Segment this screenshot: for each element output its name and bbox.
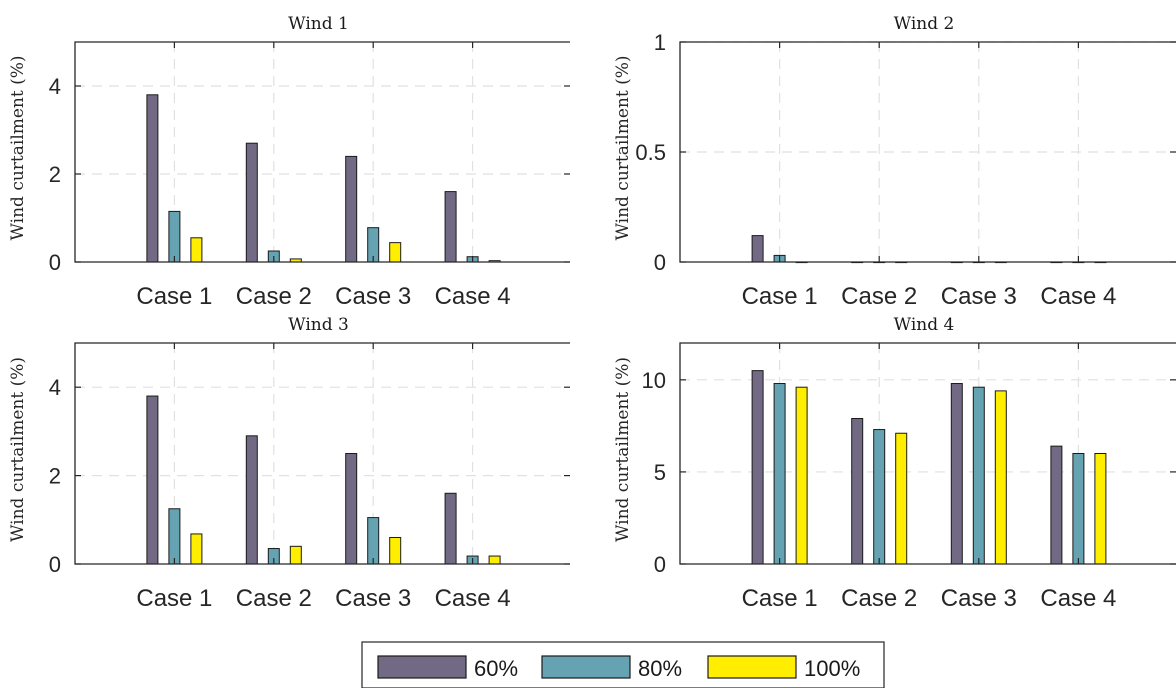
x-tick-label: Case 2 <box>236 585 312 612</box>
y-tick-label: 0.5 <box>635 140 666 165</box>
x-tick-label: Case 1 <box>742 585 818 612</box>
x-tick-label: Case 4 <box>1040 585 1116 612</box>
bar-case-4-s2 <box>1072 453 1085 565</box>
bar-case-1-s2 <box>168 210 181 263</box>
panel-title: Wind 3 <box>288 315 349 335</box>
x-tick-label: Case 2 <box>841 585 917 612</box>
legend-label: 60% <box>474 656 518 681</box>
y-tick-label: 2 <box>49 464 61 489</box>
bar-case-2-s3 <box>289 545 302 565</box>
panel-title: Wind 2 <box>894 14 955 34</box>
x-tick-label: Case 4 <box>435 283 511 310</box>
bar-case-4-s3 <box>1094 453 1107 565</box>
bar-case-1-s3 <box>190 533 203 565</box>
panel-title: Wind 4 <box>894 315 955 335</box>
bars <box>751 235 1107 264</box>
x-tick-label: Case 2 <box>841 283 917 310</box>
x-tick-label: Case 2 <box>236 283 312 310</box>
bar-case-3-s1 <box>345 453 358 565</box>
y-tick-label: 2 <box>49 162 61 187</box>
bar-case-3-s3 <box>389 242 402 263</box>
grid <box>75 343 570 564</box>
panel-1: 0 2 4 Case 1 Case 2 Case 3 Case 4 Wind 1 Wind cu… <box>8 14 570 310</box>
y-axis-label: Wind curtailment (%) <box>613 55 633 240</box>
bars <box>751 370 1107 565</box>
x-tick-label: Case 1 <box>136 283 212 310</box>
bar-case-2-s1 <box>245 142 258 263</box>
bar-case-2-s2 <box>873 429 886 565</box>
legend-label: 100% <box>804 656 860 681</box>
bar-case-4-s1 <box>444 191 457 263</box>
bar-case-2-s1 <box>851 418 864 565</box>
grid <box>75 42 570 262</box>
y-tick-label: 0 <box>49 250 61 275</box>
bar-case-1-s2 <box>168 508 181 565</box>
legend: 60% 80% 100% <box>361 641 885 688</box>
panel-3: 0 2 4 Case 1 Case 2 Case 3 Case 4 Wind 3 Wind cu… <box>8 315 570 612</box>
bars <box>146 94 501 263</box>
y-tick-label: 0 <box>49 552 61 577</box>
y-axis-label: Wind curtailment (%) <box>8 55 28 240</box>
bar-case-2-s3 <box>895 432 908 565</box>
legend-swatch <box>707 655 797 679</box>
bar-case-1-s1 <box>146 395 159 565</box>
x-tick-label: Case 3 <box>335 585 411 612</box>
bar-case-1-s1 <box>146 94 159 263</box>
x-tick-label: Case 3 <box>335 283 411 310</box>
bar-case-3-s1 <box>345 155 358 263</box>
grid <box>680 41 1176 262</box>
x-tick-label: Case 1 <box>136 585 212 612</box>
legend-swatch <box>541 655 631 679</box>
bar-case-1-s3 <box>795 386 808 565</box>
bar-case-3-s3 <box>994 390 1007 565</box>
y-tick-label: 0 <box>654 552 666 577</box>
bar-case-1-s3 <box>190 237 203 263</box>
y-tick-label: 4 <box>49 375 61 400</box>
bar-case-3-s2 <box>367 517 380 565</box>
x-tick-label: Case 4 <box>1040 283 1116 310</box>
axes-box <box>74 41 570 263</box>
y-tick-label: 1 <box>654 30 666 55</box>
bar-case-1-s1 <box>751 370 764 565</box>
bar-case-1-s1 <box>751 235 764 263</box>
legend-label: 80% <box>638 656 682 681</box>
axes-box <box>679 342 1176 565</box>
panel-title: Wind 1 <box>288 14 349 34</box>
y-axis-label: Wind curtailment (%) <box>8 357 28 542</box>
axes-box <box>74 342 570 565</box>
y-tick-label: 5 <box>654 460 666 485</box>
bar-case-4-s3 <box>488 555 501 565</box>
y-tick-label: 4 <box>49 74 61 99</box>
bar-case-1-s2 <box>773 383 786 565</box>
bar-case-3-s3 <box>389 536 402 565</box>
x-tick-label: Case 1 <box>742 283 818 310</box>
panels: 0 2 4 Case 1 Case 2 Case 3 Case 4 Wind 1 Wind cu… <box>8 14 1176 612</box>
y-tick-label: 10 <box>642 368 666 393</box>
x-tick-label: Case 3 <box>941 283 1017 310</box>
bar-case-2-s1 <box>245 435 258 565</box>
bar-case-3-s2 <box>972 386 985 565</box>
y-axis-label: Wind curtailment (%) <box>613 357 633 542</box>
panel-2: 0 0.5 1 Case 1 Case 2 Case 3 Case 4 Wind 2 Wind … <box>613 14 1176 310</box>
bar-case-4-s1 <box>1050 445 1063 565</box>
bars <box>146 395 501 565</box>
bar-case-4-s1 <box>444 492 457 565</box>
x-tick-label: Case 3 <box>941 585 1017 612</box>
legend-swatch <box>377 655 467 679</box>
bar-case-3-s1 <box>950 383 963 565</box>
x-tick-label: Case 4 <box>435 585 511 612</box>
y-tick-label: 0 <box>654 250 666 275</box>
panel-4: 0 5 10 Case 1 Case 2 Case 3 Case 4 Wind 4 Wind c… <box>613 315 1176 612</box>
